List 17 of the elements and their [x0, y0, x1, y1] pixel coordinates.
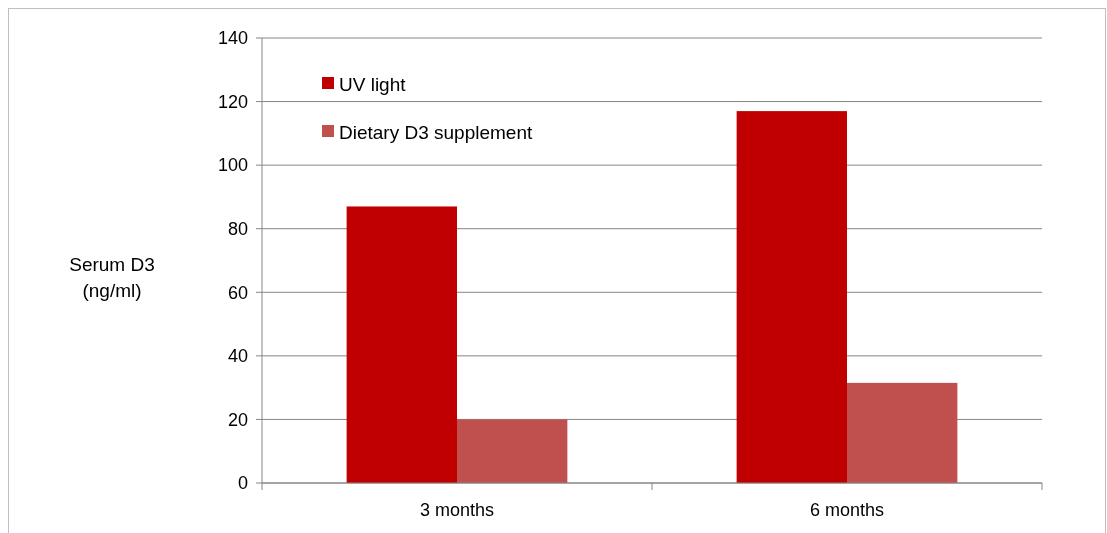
bar — [847, 382, 958, 483]
y-tick-label: 120 — [217, 91, 248, 112]
bar — [457, 419, 568, 483]
x-tick-label: 3 months — [419, 500, 495, 520]
y-tick-label: 60 — [227, 282, 248, 303]
y-tick-label: 0 — [237, 473, 248, 494]
y-tick-label: 140 — [217, 28, 248, 49]
legend-label: Dietary D3 supplement — [339, 121, 533, 143]
bar — [736, 111, 847, 483]
y-tick-label: 40 — [227, 346, 248, 367]
legend-label: UV light — [339, 73, 407, 95]
y-axis-title: Serum D3 (ng/ml) — [69, 254, 155, 301]
y-tick-label: 80 — [227, 219, 248, 240]
bar — [346, 206, 457, 483]
x-tick-label: 6 months — [809, 500, 885, 520]
y-tick-label: 20 — [227, 409, 248, 430]
y-tick-label: 100 — [217, 155, 248, 176]
